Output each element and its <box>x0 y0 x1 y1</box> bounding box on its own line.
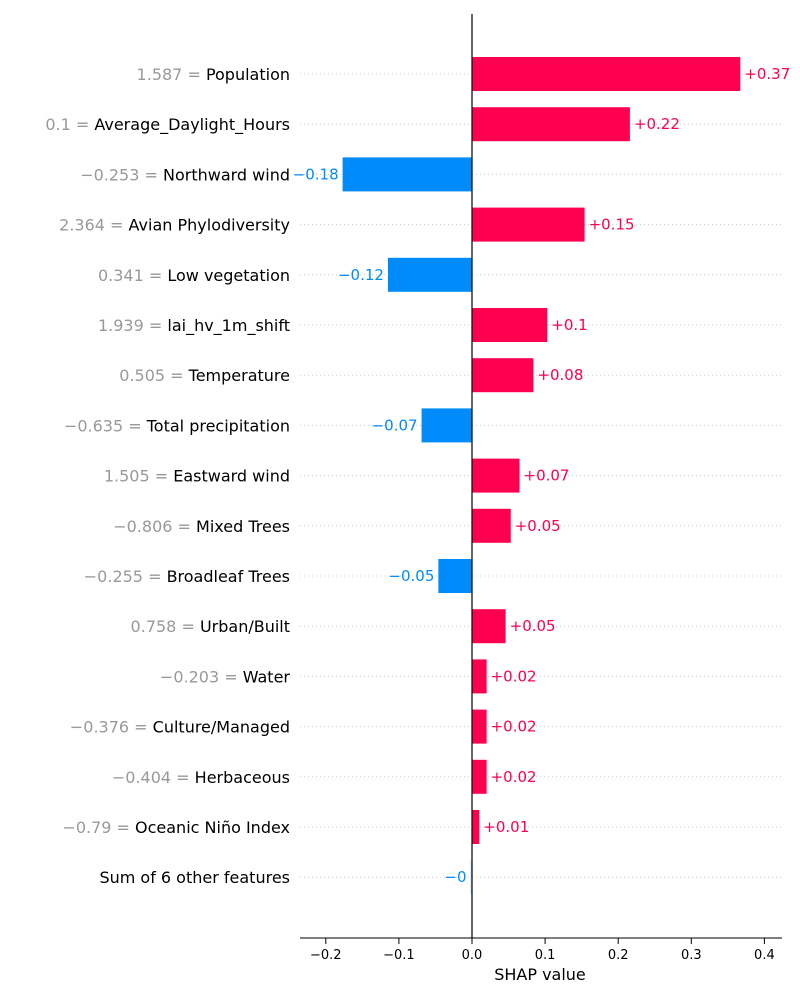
feature-value: −0.253 = <box>80 165 163 184</box>
bar-value-label: +0.05 <box>515 517 561 535</box>
feature-value: −0.255 = <box>84 567 167 586</box>
feature-label: −0.404 = Herbaceous <box>112 768 290 787</box>
feature-label: −0.635 = Total precipitation <box>64 416 290 435</box>
bar <box>472 308 548 342</box>
feature-name: Broadleaf Trees <box>167 567 290 586</box>
feature-label: 1.587 = Population <box>137 65 290 84</box>
bar-value-label: −0.18 <box>293 165 339 183</box>
bar-value-label: +0.37 <box>744 65 790 83</box>
feature-label: 0.505 = Temperature <box>119 366 290 385</box>
bar-value-label: −0 <box>444 868 466 886</box>
x-tick-label: 0.1 <box>535 948 556 963</box>
feature-label: 1.505 = Eastward wind <box>104 467 290 486</box>
feature-name: Urban/Built <box>200 617 290 636</box>
bar <box>472 508 511 543</box>
feature-name: Population <box>206 65 290 84</box>
bar <box>472 458 520 493</box>
feature-name: lai_hv_1m_shift <box>167 316 290 336</box>
feature-name: Total precipitation <box>146 416 290 435</box>
bar-value-label: +0.02 <box>491 768 537 786</box>
bar-labels: +0.37 +0.22 −0.18 +0.15 −0.12 +0.1 +0.08 −0.07 +… <box>293 65 791 886</box>
bar <box>342 157 472 192</box>
x-ticks: −0.2 −0.1 0.0 0.1 0.2 0.3 0.4 <box>310 938 775 963</box>
bar <box>421 408 472 443</box>
bar-value-label: −0.12 <box>338 266 384 284</box>
feature-label: −0.255 = Broadleaf Trees <box>84 567 290 586</box>
bar-value-label: +0.02 <box>491 718 537 736</box>
feature-name: Mixed Trees <box>196 517 290 536</box>
bar <box>472 107 630 142</box>
bar-value-label: +0.05 <box>510 617 556 635</box>
bar <box>387 257 472 292</box>
feature-label: Sum of 6 other features <box>99 868 290 887</box>
feature-name: Average_Daylight_Hours <box>94 115 290 135</box>
feature-value: 2.364 = <box>59 216 128 235</box>
feature-value: −0.203 = <box>160 667 243 686</box>
feature-label: −0.806 = Mixed Trees <box>113 517 290 536</box>
feature-value: −0.404 = <box>112 768 195 787</box>
bar-value-label: +0.22 <box>634 115 680 133</box>
feature-label: −0.79 = Oceanic Niño Index <box>62 818 290 837</box>
x-tick-label: 0.3 <box>681 948 702 963</box>
feature-name: Northward wind <box>163 165 290 184</box>
feature-name: Eastward wind <box>173 467 290 486</box>
x-tick-label: 0.2 <box>608 948 629 963</box>
bar-value-label: +0.15 <box>589 216 635 234</box>
bar-value-label: −0.07 <box>372 416 418 434</box>
feature-value: 0.341 = <box>98 266 167 285</box>
x-axis-title: SHAP value <box>494 965 586 984</box>
feature-value: 1.939 = <box>98 316 167 335</box>
feature-value: 0.758 = <box>131 617 200 636</box>
bar <box>472 609 506 644</box>
bar-value-label: +0.07 <box>524 467 570 485</box>
bar <box>438 559 472 593</box>
feature-value: 1.587 = <box>137 65 206 84</box>
feature-value: 1.505 = <box>104 467 173 486</box>
bar-value-label: +0.08 <box>537 366 583 384</box>
bar <box>472 358 534 393</box>
bar <box>472 207 585 242</box>
bar-value-label: +0.01 <box>483 818 529 836</box>
feature-name: Oceanic Niño Index <box>135 818 290 837</box>
feature-name: Culture/Managed <box>153 718 290 737</box>
bar <box>472 759 487 794</box>
feature-name: Temperature <box>188 366 290 385</box>
x-tick-label: 0.0 <box>462 948 483 963</box>
bar <box>472 810 480 844</box>
feature-label: −0.376 = Culture/Managed <box>70 718 290 737</box>
x-axis: −0.2 −0.1 0.0 0.1 0.2 0.3 0.4 SHAP value <box>300 937 782 984</box>
bar <box>472 709 487 744</box>
feature-label: −0.203 = Water <box>160 667 291 686</box>
feature-name: Avian Phylodiversity <box>129 216 290 235</box>
feature-value: 0.505 = <box>119 366 188 385</box>
feature-labels: 1.587 = Population 0.1 = Average_Daylight… <box>45 65 290 887</box>
x-tick-label: 0.4 <box>754 948 775 963</box>
bar-value-label: −0.05 <box>388 567 434 585</box>
bar-value-label: +0.1 <box>551 316 587 334</box>
bar <box>472 659 487 694</box>
feature-value: 0.1 = <box>45 115 94 134</box>
feature-label: 0.758 = Urban/Built <box>131 617 290 636</box>
feature-value: −0.806 = <box>113 517 196 536</box>
feature-name: Herbaceous <box>195 768 290 787</box>
feature-label: 0.1 = Average_Daylight_Hours <box>45 115 290 135</box>
bars <box>342 57 741 895</box>
feature-label: 0.341 = Low vegetation <box>98 266 290 285</box>
feature-value: −0.376 = <box>70 718 153 737</box>
feature-value: −0.79 = <box>62 818 135 837</box>
feature-value: −0.635 = <box>64 416 147 435</box>
feature-name: Water <box>243 667 291 686</box>
bar <box>472 57 741 91</box>
x-tick-label: −0.1 <box>383 948 415 963</box>
feature-label: −0.253 = Northward wind <box>80 165 290 184</box>
bar <box>470 860 472 895</box>
x-tick-label: −0.2 <box>310 948 342 963</box>
feature-label: 2.364 = Avian Phylodiversity <box>59 216 290 235</box>
feature-name: Low vegetation <box>167 266 290 285</box>
feature-label: 1.939 = lai_hv_1m_shift <box>98 316 290 336</box>
bar-value-label: +0.02 <box>491 667 537 685</box>
feature-name: Sum of 6 other features <box>99 868 290 887</box>
